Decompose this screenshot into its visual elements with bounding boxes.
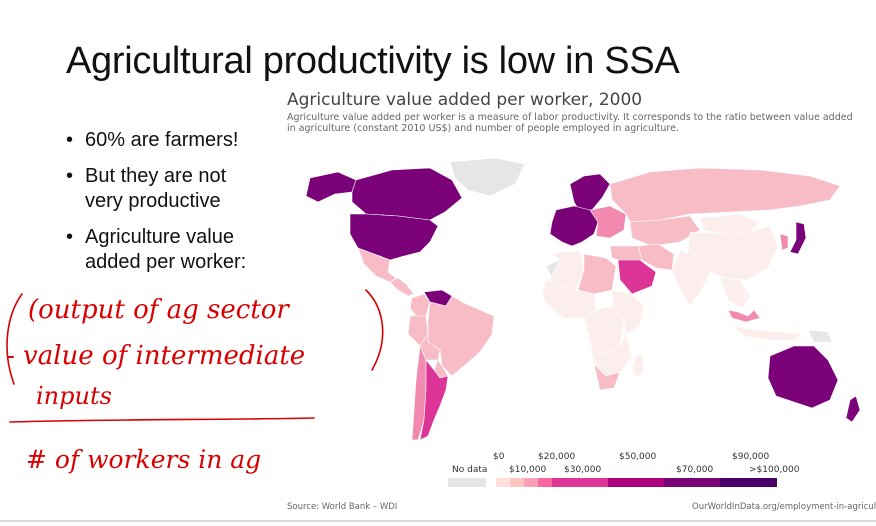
region-india	[671, 249, 711, 307]
region-alaska	[305, 171, 357, 203]
legend-tick: $70,000	[676, 465, 714, 475]
legend-swatch	[524, 478, 538, 487]
region-korea	[779, 233, 789, 251]
bullet-list: • 60% are farmers! • But they are not ve…	[66, 128, 265, 286]
region-eastern-europe	[589, 205, 627, 239]
legend-tick: $0	[493, 452, 505, 462]
legend-tick: $10,000	[509, 465, 547, 475]
bullet-item: • 60% are farmers!	[66, 129, 239, 151]
region-libya	[577, 253, 617, 295]
region-east-africa	[611, 289, 645, 335]
legend-swatch	[608, 478, 664, 487]
legend-tick: >$100,000	[749, 465, 800, 475]
map-legend: No data $0 $20,000 $50,000 $90,000 $10,0…	[446, 452, 800, 492]
bullet-item: • But they are not very productive	[66, 164, 265, 214]
legend-swatch	[664, 478, 720, 487]
region-mexico	[357, 247, 397, 283]
bullet-item: • Agriculture value added per worker:	[66, 225, 265, 275]
source-url: OurWorldInData.org/employment-in-agricul…	[692, 502, 876, 512]
region-russia	[609, 167, 841, 223]
bullet-text: Agriculture value added per worker:	[85, 226, 247, 273]
ink-line-1: (output of ag sector	[28, 295, 290, 325]
legend-color-bar	[496, 478, 777, 487]
region-canada	[351, 167, 463, 221]
legend-no-data-swatch	[448, 478, 486, 487]
region-new-zealand	[845, 395, 861, 423]
region-argentina	[419, 359, 449, 441]
legend-tick: $30,000	[564, 465, 602, 475]
region-western-europe	[549, 205, 599, 247]
legend-tick: $50,000	[619, 452, 657, 462]
ink-close-paren	[365, 289, 384, 371]
bullet-text: But they are not very productive	[85, 165, 227, 212]
region-greenland	[449, 157, 526, 197]
ink-open-paren	[6, 293, 23, 385]
world-map	[305, 157, 861, 441]
map-subtitle: Agriculture value added per worker is a …	[287, 112, 853, 134]
legend-swatch	[496, 478, 510, 487]
region-mongolia	[699, 213, 761, 235]
region-australia	[767, 345, 839, 409]
region-southeast-asia	[719, 277, 751, 309]
region-central-america	[389, 277, 415, 297]
region-malaysia	[727, 309, 761, 323]
region-madagascar	[631, 353, 645, 379]
region-papua-new-guinea	[807, 329, 833, 343]
ink-line-4: # of workers in ag	[26, 445, 261, 474]
legend-no-data-label: No data	[452, 465, 488, 475]
legend-tick: $90,000	[732, 452, 770, 462]
legend-swatch	[538, 478, 552, 487]
region-scandinavia	[569, 173, 611, 213]
ink-line-2: - value of intermediate	[6, 341, 305, 371]
bottom-rule	[0, 520, 876, 522]
ink-fraction-bar	[9, 417, 315, 423]
handwritten-annotation: (output of ag sector - value of intermed…	[6, 289, 384, 474]
legend-swatch	[552, 478, 608, 487]
legend-tick: $20,000	[538, 452, 576, 462]
legend-swatch	[720, 478, 777, 487]
region-south-africa	[593, 363, 621, 391]
bullet-text: 60% are farmers!	[85, 129, 239, 151]
ink-line-3: inputs	[36, 382, 112, 410]
slide-title: Agricultural productivity is low in SSA	[66, 40, 680, 82]
region-saudi-arabia	[617, 259, 657, 295]
region-middle-east	[609, 245, 643, 263]
map-title: Agriculture value added per worker, 2000	[287, 90, 643, 110]
legend-swatch	[510, 478, 524, 487]
source-note: Source: World Bank – WDI	[287, 502, 398, 512]
region-indonesia	[731, 325, 801, 341]
region-japan	[789, 221, 807, 255]
